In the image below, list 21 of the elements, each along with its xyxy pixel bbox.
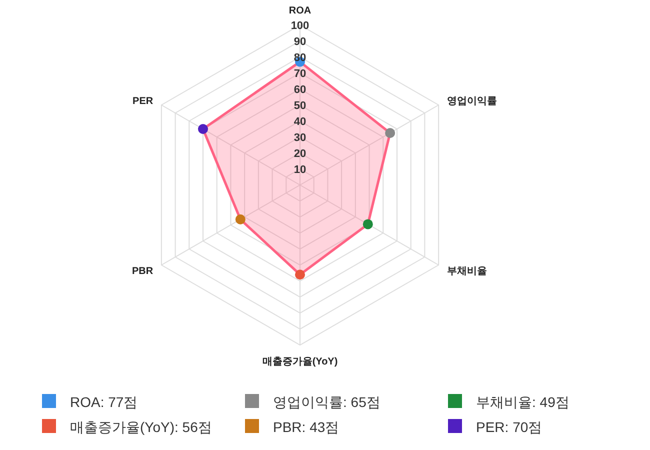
- y-tick-label: 10: [294, 164, 306, 176]
- y-tick-label: 40: [294, 116, 306, 128]
- text: 매출증가율(YoY): 56점: [70, 419, 212, 435]
- y-tick-label: 60: [294, 84, 306, 96]
- y-tick-label: 70: [294, 68, 306, 80]
- text: 부채비율: 49점: [476, 394, 570, 410]
- spoke-label: 부채비율: [446, 266, 487, 277]
- y-tick-label: 90: [294, 36, 306, 48]
- text: PER: 70점: [476, 419, 542, 435]
- spoke-label: ROA: [288, 5, 312, 16]
- y-tick-label: 50: [294, 100, 306, 112]
- text: 영업이익률: 65점: [273, 394, 380, 410]
- y-tick-label: 20: [294, 148, 306, 160]
- y-tick-label: 30: [294, 132, 306, 144]
- spoke-label: PER: [132, 96, 154, 108]
- text: ROA: 77점: [70, 394, 138, 410]
- spoke-label: 매출증가율(YoY): [262, 356, 338, 368]
- text: PBR: 43점: [273, 419, 340, 435]
- spoke-label: PBR: [132, 266, 154, 277]
- spoke-label: 영업이익률: [446, 96, 497, 108]
- y-tick-label: 100: [290, 20, 310, 32]
